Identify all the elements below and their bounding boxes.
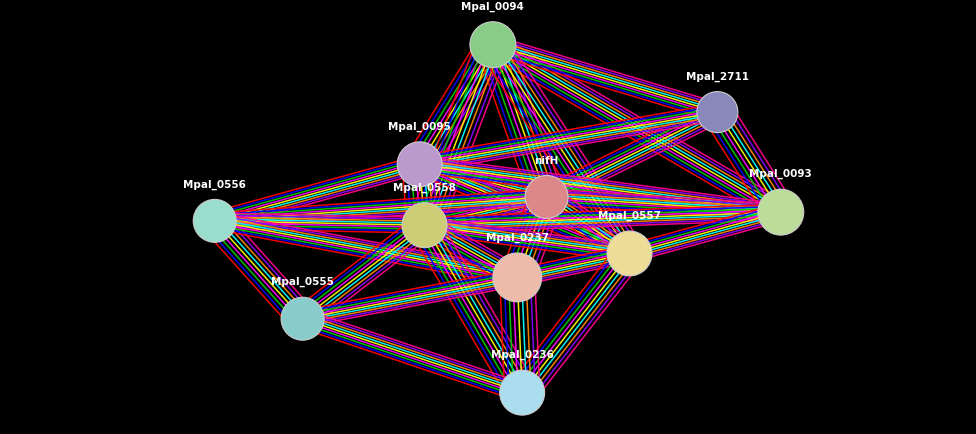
Text: Mpal_0556: Mpal_0556 [183, 179, 246, 189]
Ellipse shape [525, 176, 568, 219]
Ellipse shape [470, 23, 516, 69]
Text: Mpal_0237: Mpal_0237 [486, 233, 549, 243]
Ellipse shape [193, 200, 236, 243]
Text: Mpal_0557: Mpal_0557 [598, 210, 661, 221]
Text: Mpal_0555: Mpal_0555 [271, 276, 334, 287]
Text: Mpal_0236: Mpal_0236 [491, 349, 553, 360]
Ellipse shape [500, 370, 545, 415]
Text: nifH: nifH [535, 155, 558, 165]
Ellipse shape [493, 253, 542, 302]
Ellipse shape [281, 298, 324, 340]
Ellipse shape [758, 190, 804, 236]
Ellipse shape [402, 203, 447, 248]
Text: Mpal_2711: Mpal_2711 [686, 72, 749, 82]
Ellipse shape [607, 231, 652, 276]
Text: Mpal_0095: Mpal_0095 [388, 122, 451, 132]
Ellipse shape [697, 92, 738, 133]
Text: Mpal_0094: Mpal_0094 [462, 2, 524, 12]
Text: Mpal_0558: Mpal_0558 [393, 182, 456, 193]
Text: Mpal_0093: Mpal_0093 [750, 169, 812, 179]
Ellipse shape [397, 142, 442, 187]
